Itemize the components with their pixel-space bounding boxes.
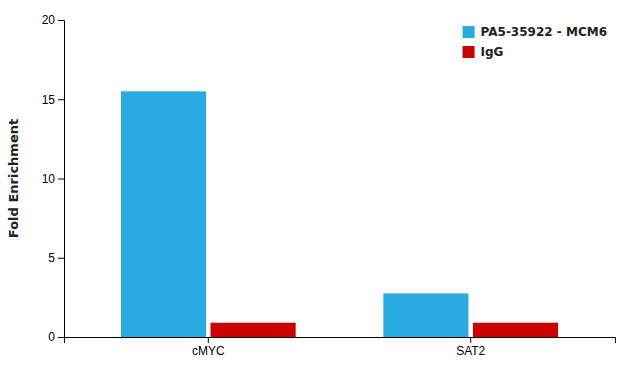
y-tick: 10 [42,172,64,186]
legend-swatch [463,46,475,58]
legend: PA5-35922 - MCM6 IgG [463,25,607,59]
legend-label: PA5-35922 - MCM6 [481,25,607,39]
legend-item: IgG [463,45,504,59]
y-tick-mark [58,258,64,259]
y-tick-label: 0 [48,330,55,344]
plot: cMYC SAT2 0 5 10 15 20 PA5-35922 - MCM6 IgG [42,13,616,357]
y-tick-mark [58,337,64,338]
y-tick: 15 [42,93,64,107]
x-tick: SAT2 [456,337,485,358]
bar-series [121,91,468,337]
axis-line [65,338,616,344]
bars [121,91,558,337]
bar [383,293,468,337]
axis-line [58,21,65,338]
bar-series [211,323,558,337]
x-tick-mark [208,337,209,343]
y-tick: 0 [48,330,64,344]
y-tick-label: 5 [48,251,55,265]
y-tick-label: 15 [42,93,56,107]
legend-label: IgG [481,45,504,59]
y-axis-title: Fold Enrichment [6,119,21,238]
x-tick-label: SAT2 [456,344,485,358]
y-tick: 5 [48,251,64,265]
legend-item: PA5-35922 - MCM6 [463,25,607,39]
x-tick-label: cMYC [192,344,225,358]
y-tick-label: 10 [42,172,56,186]
y-axis: 0 5 10 15 20 [42,13,65,344]
y-tick-mark [58,99,64,100]
y-tick-mark [58,20,64,21]
bar [211,323,296,337]
legend-swatch [463,26,475,38]
chart: cMYC SAT2 0 5 10 15 20 PA5-35922 - MCM6 IgG Fold … [0,0,635,377]
y-tick-label: 20 [42,13,56,27]
bar [473,323,558,337]
bar [121,91,206,337]
y-tick-mark [58,179,64,180]
x-axis: cMYC SAT2 [65,337,616,358]
x-tick-mark [470,337,471,343]
x-tick: cMYC [192,337,225,358]
y-tick: 20 [42,13,64,27]
